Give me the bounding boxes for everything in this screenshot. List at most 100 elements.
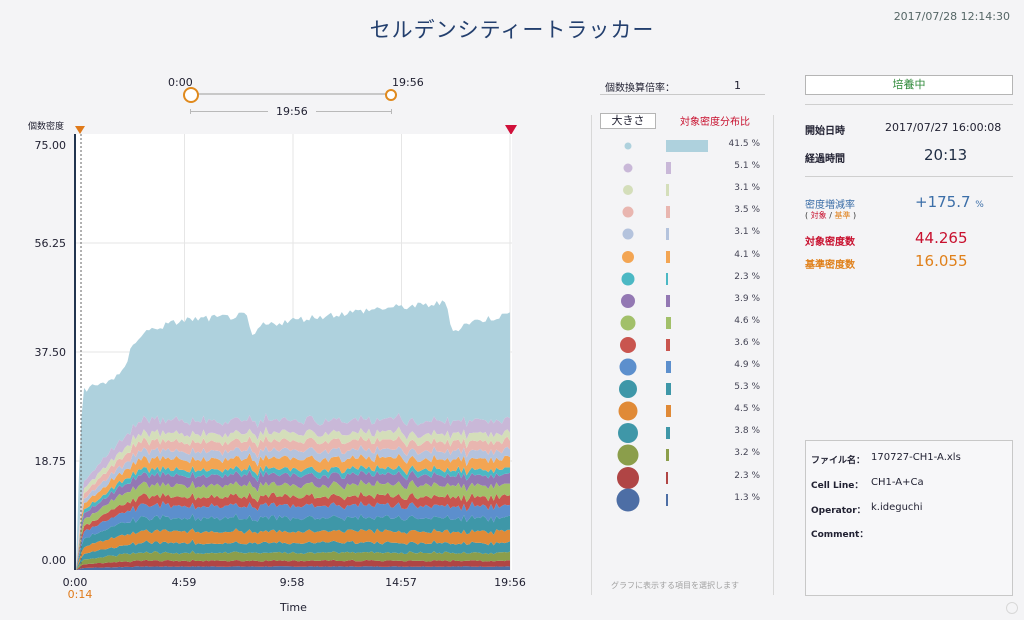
- legend-item[interactable]: 3.1 %: [600, 179, 770, 201]
- legend-item[interactable]: 4.9 %: [600, 356, 770, 378]
- target-density-value: 44.265: [915, 229, 968, 247]
- area-series-3: [76, 426, 510, 570]
- legend-percentage: 3.9 %: [734, 293, 760, 304]
- legend-item[interactable]: 4.5 %: [600, 400, 770, 422]
- app-title: セルデンシティートラッカー: [369, 18, 655, 42]
- legend-item[interactable]: 2.3 %: [600, 466, 770, 489]
- legend-dot-icon: [622, 228, 634, 240]
- base-density-value: 16.055: [915, 252, 968, 270]
- legend-item[interactable]: 5.1 %: [600, 157, 770, 179]
- legend-footer-hint: グラフに表示する項目を選択します: [611, 581, 739, 590]
- comment-label: Comment：: [811, 530, 869, 540]
- legend-ratio-bar: [666, 427, 670, 440]
- density-rate-label: 密度増減率: [805, 200, 855, 211]
- slider-start-handle[interactable]: [183, 87, 199, 103]
- x-axis-title: Time: [280, 601, 307, 614]
- cell-line-value: CH1-A+Ca: [871, 477, 924, 488]
- legend-ratio-bar: [666, 294, 670, 307]
- y-tick-label: 37.50: [34, 346, 67, 359]
- legend-item[interactable]: 3.6 %: [600, 334, 770, 356]
- legend-dot-icon: [619, 380, 637, 399]
- legend-item[interactable]: 1.3 %: [600, 488, 770, 512]
- legend-dot-icon: [618, 401, 638, 421]
- legend-percentage: 2.3 %: [734, 470, 760, 481]
- legend-percentage: 3.8 %: [734, 426, 760, 437]
- density-rate-sublabel: ( 対象 / 基準 ): [805, 211, 857, 220]
- legend-item[interactable]: 3.1 %: [600, 223, 770, 245]
- area-series-15: [76, 550, 510, 570]
- size-button[interactable]: 大きさ: [600, 113, 656, 129]
- legend-dot-icon: [621, 272, 635, 286]
- legend-item[interactable]: 3.2 %: [600, 444, 770, 466]
- sublabel-target: 対象: [810, 211, 827, 220]
- operator-value: k.ideguchi: [871, 502, 923, 513]
- area-series-1: [76, 300, 510, 570]
- y-tick-label: 18.75: [34, 455, 67, 468]
- legend-ratio-bar: [666, 316, 671, 329]
- legend-percentage: 5.1 %: [734, 161, 760, 172]
- legend-percentage: 3.1 %: [734, 227, 760, 238]
- conversion-value[interactable]: 1: [734, 79, 741, 92]
- legend-dot-icon: [622, 250, 634, 263]
- legend-ratio-bar: [666, 449, 669, 462]
- settings-gear-icon[interactable]: [1006, 602, 1018, 614]
- legend-dot-icon: [624, 142, 632, 150]
- legend-item[interactable]: 3.9 %: [600, 290, 770, 312]
- legend-percentage: 3.6 %: [734, 337, 760, 348]
- area-series-16: [76, 559, 510, 570]
- status-label: 培養中: [892, 78, 926, 91]
- legend-ratio-bar: [666, 162, 671, 175]
- start-marker-icon[interactable]: [75, 126, 85, 134]
- x-tick-label: 4:59: [171, 576, 197, 589]
- legend-ratio-bar: [666, 493, 668, 506]
- area-series-11: [76, 501, 510, 570]
- legend-item[interactable]: 2.3 %: [600, 268, 770, 290]
- elapsed-time-value: 20:13: [924, 146, 968, 164]
- operator-label: Operator：: [811, 506, 866, 516]
- legend-percentage: 3.1 %: [734, 183, 760, 194]
- legend-item[interactable]: 4.6 %: [600, 312, 770, 334]
- legend-dot-icon: [622, 206, 634, 218]
- area-series-12: [76, 513, 510, 570]
- y-tick-label: 0.00: [41, 554, 67, 567]
- file-name-label: ファイル名：: [811, 456, 866, 466]
- legend-percentage: 4.9 %: [734, 360, 760, 370]
- legend-ratio-bar: [666, 206, 670, 219]
- legend-percentage: 3.2 %: [734, 448, 760, 459]
- base-density-label: 基準密度数: [805, 260, 855, 271]
- legend-item[interactable]: 4.1 %: [600, 246, 770, 268]
- legend-dot-icon: [620, 336, 636, 353]
- elapsed-time-label: 経過時間: [805, 154, 845, 165]
- file-info-box: ファイル名： 170727-CH1-A.xls Cell Line： CH1-A…: [805, 440, 1013, 596]
- panel-divider: [591, 115, 592, 595]
- info-divider: [805, 176, 1013, 177]
- legend-dot-icon: [623, 185, 633, 196]
- y-tick-label: 75.00: [34, 139, 67, 152]
- legend-ratio-bar: [666, 338, 670, 351]
- area-series-17: [76, 566, 510, 570]
- legend-percentage: 2.3 %: [734, 271, 760, 282]
- legend-dot-icon: [617, 444, 639, 466]
- status-badge[interactable]: 培養中: [805, 75, 1013, 95]
- legend-item[interactable]: 41.5 %: [600, 135, 770, 157]
- legend-percentage: 41.5 %: [728, 139, 760, 149]
- start-time-label: 開始日時: [805, 126, 845, 137]
- legend-dot-icon: [623, 163, 633, 173]
- legend-percentage: 3.5 %: [734, 205, 760, 216]
- end-marker-icon[interactable]: [505, 125, 517, 135]
- distribution-header: 対象密度分布比: [680, 117, 750, 128]
- slider-end-handle[interactable]: [385, 89, 397, 101]
- time-range-slider-track[interactable]: [191, 93, 391, 95]
- y-axis-title: 個数密度: [28, 122, 65, 132]
- cell-line-label: Cell Line：: [811, 481, 864, 491]
- legend-item[interactable]: 3.5 %: [600, 201, 770, 223]
- x-tick-label: 0:00: [62, 576, 88, 589]
- legend-item[interactable]: 5.3 %: [600, 378, 770, 400]
- stacked-area-chart[interactable]: [74, 134, 512, 570]
- legend-item[interactable]: 3.8 %: [600, 422, 770, 444]
- legend-percentage: 5.3 %: [734, 382, 760, 393]
- area-series-2: [76, 413, 510, 570]
- area-series-13: [76, 528, 510, 570]
- file-name-value: 170727-CH1-A.xls: [871, 452, 961, 463]
- target-density-label: 対象密度数: [805, 237, 855, 248]
